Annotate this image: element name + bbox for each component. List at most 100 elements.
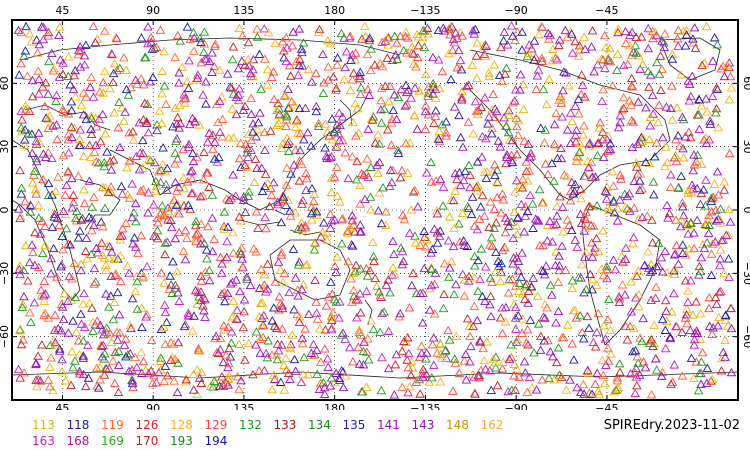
observation-marker xyxy=(63,52,74,61)
observation-marker xyxy=(469,221,480,230)
observation-marker xyxy=(538,312,549,321)
observation-marker xyxy=(35,229,46,238)
observation-marker xyxy=(273,257,284,266)
observation-marker xyxy=(653,238,664,248)
observation-marker xyxy=(338,382,349,392)
observation-marker xyxy=(151,181,162,190)
observation-marker xyxy=(477,152,487,161)
observation-marker xyxy=(58,107,69,116)
observation-marker xyxy=(469,29,480,38)
observation-marker xyxy=(331,267,341,276)
observation-marker xyxy=(323,62,334,71)
observation-marker xyxy=(575,387,586,396)
observation-marker xyxy=(382,33,393,42)
observation-marker xyxy=(141,116,152,126)
observation-marker xyxy=(362,154,372,163)
observation-marker xyxy=(260,54,270,63)
observation-marker xyxy=(352,313,362,322)
observation-marker xyxy=(78,299,88,308)
observation-marker xyxy=(717,235,727,245)
observation-marker xyxy=(714,312,724,321)
observation-marker xyxy=(95,374,105,384)
observation-marker xyxy=(128,239,138,248)
observation-marker xyxy=(182,76,193,85)
observation-marker xyxy=(271,350,282,359)
observation-marker xyxy=(127,293,138,303)
observation-marker xyxy=(493,256,503,265)
observation-marker xyxy=(121,352,131,361)
observation-marker xyxy=(607,166,618,176)
observation-marker xyxy=(227,83,237,92)
observation-marker xyxy=(383,275,394,284)
observation-marker xyxy=(84,176,95,185)
observation-marker xyxy=(332,124,342,133)
observation-marker xyxy=(31,375,41,384)
observation-marker xyxy=(47,153,57,163)
observation-marker xyxy=(444,263,455,272)
observation-marker xyxy=(265,126,276,135)
observation-marker xyxy=(74,45,84,54)
observation-marker xyxy=(671,156,682,166)
observation-marker xyxy=(69,123,80,133)
observation-marker xyxy=(279,385,290,394)
observation-marker xyxy=(350,98,361,108)
observation-marker xyxy=(135,148,145,157)
observation-marker xyxy=(519,136,530,145)
observation-marker xyxy=(34,128,44,137)
observation-marker xyxy=(68,316,78,325)
observation-marker xyxy=(80,246,91,256)
observation-marker xyxy=(208,144,218,153)
observation-marker xyxy=(281,110,292,119)
observation-marker xyxy=(547,158,557,168)
observation-marker xyxy=(665,333,676,343)
observation-marker xyxy=(513,115,524,125)
observation-marker xyxy=(512,213,523,222)
observation-marker xyxy=(50,337,61,347)
observation-marker xyxy=(124,366,134,375)
observation-marker xyxy=(562,125,573,134)
observation-marker xyxy=(499,113,509,122)
observation-marker xyxy=(712,39,723,49)
observation-marker xyxy=(673,25,684,34)
observation-marker xyxy=(421,168,432,177)
observation-marker xyxy=(346,55,356,64)
observation-marker xyxy=(221,350,231,359)
observation-marker xyxy=(93,158,104,167)
observation-marker xyxy=(667,54,678,63)
observation-marker xyxy=(387,114,397,124)
observation-marker xyxy=(209,61,219,71)
observation-marker xyxy=(497,364,508,373)
observation-marker xyxy=(269,370,279,379)
observation-marker xyxy=(326,312,337,321)
observation-marker xyxy=(480,364,491,373)
top-lon-label-1: 90 xyxy=(146,4,160,17)
observation-marker xyxy=(376,118,387,127)
observation-marker xyxy=(227,104,238,113)
observation-marker xyxy=(707,374,718,384)
observation-marker xyxy=(603,356,614,365)
observation-marker xyxy=(115,235,126,244)
observation-marker xyxy=(99,253,110,262)
observation-marker xyxy=(179,321,190,331)
observation-marker xyxy=(200,267,211,276)
observation-marker xyxy=(570,235,580,244)
observation-marker xyxy=(192,152,202,161)
observation-marker xyxy=(308,339,319,349)
observation-marker xyxy=(15,211,26,221)
observation-marker xyxy=(631,48,641,57)
observation-marker xyxy=(262,80,273,89)
observation-marker xyxy=(676,215,687,224)
observation-marker xyxy=(451,331,462,340)
observation-marker xyxy=(552,153,563,163)
observation-marker xyxy=(276,247,287,257)
observation-marker xyxy=(282,163,292,172)
observation-marker xyxy=(683,286,693,295)
observation-marker xyxy=(45,381,55,391)
observation-marker xyxy=(395,31,406,41)
observation-marker xyxy=(78,351,89,360)
observation-marker xyxy=(592,59,603,69)
observation-marker xyxy=(160,300,170,309)
observation-marker xyxy=(277,301,287,310)
observation-marker xyxy=(13,204,24,213)
observation-marker xyxy=(547,55,557,65)
